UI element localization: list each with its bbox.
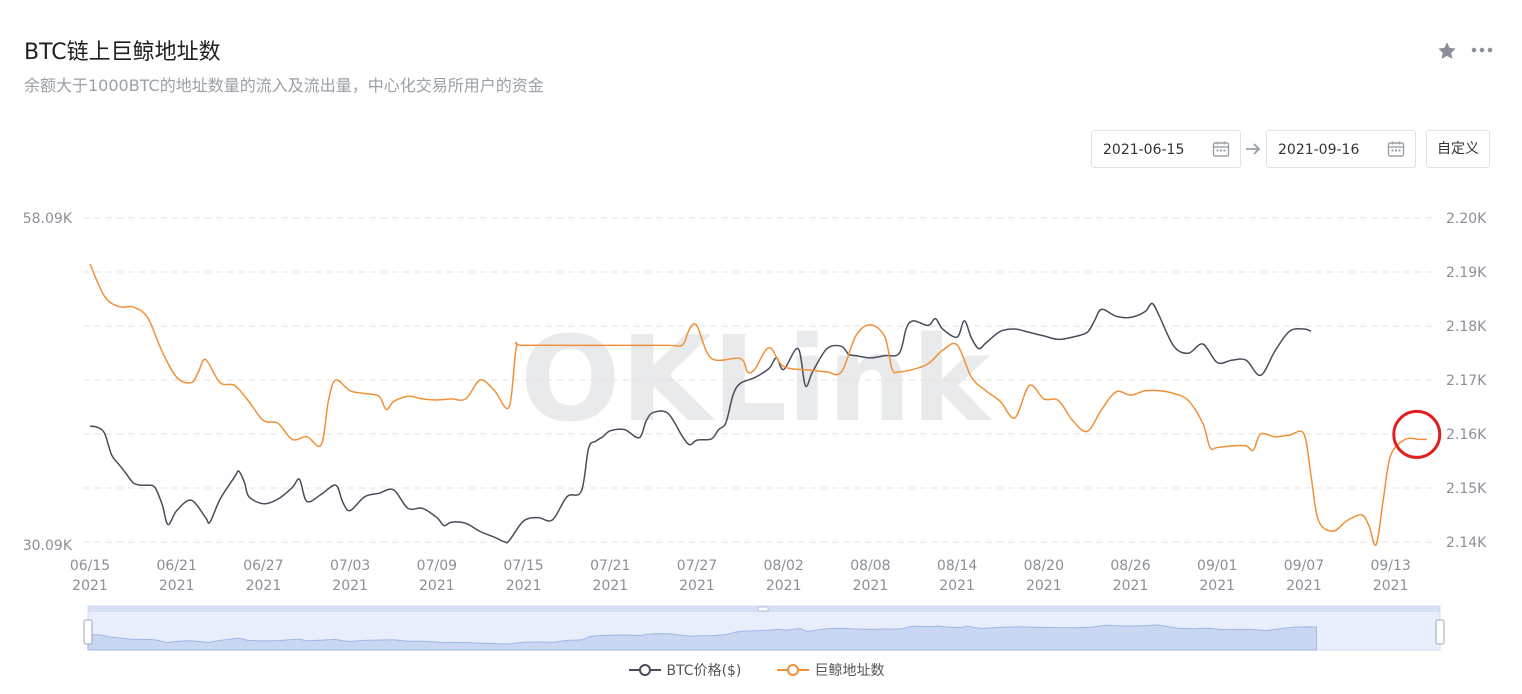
x-tick-label: 07/09 (417, 558, 457, 574)
x-tick-label: 08/08 (850, 558, 890, 574)
x-tick-year: 2021 (246, 578, 282, 594)
legend-btc-marker (629, 664, 661, 676)
calendar-icon (1387, 141, 1405, 157)
x-tick-label: 06/27 (243, 558, 283, 574)
x-tick-year: 2021 (1286, 578, 1322, 594)
x-tick-label: 07/15 (503, 558, 543, 574)
x-tick-year: 2021 (592, 578, 628, 594)
y-left-min-label: 30.09K (23, 538, 73, 554)
x-tick-year: 2021 (72, 578, 108, 594)
y-right-tick-label: 2.20K (1446, 211, 1487, 227)
slider-preview-area (87, 624, 1317, 651)
legend-item-btc[interactable]: BTC价格($) (628, 660, 741, 680)
legend-whale-label: 巨鲸地址数 (814, 663, 885, 679)
end-date-value: 2021-09-16 (1278, 142, 1360, 158)
page-title: BTC链上巨鲸地址数 (24, 40, 221, 65)
x-tick-year: 2021 (332, 578, 368, 594)
x-tick-year: 2021 (159, 578, 195, 594)
custom-range-button[interactable]: 自定义 (1426, 130, 1490, 168)
whale-address-series-line (89, 263, 1427, 547)
x-tick-year: 2021 (1113, 578, 1149, 594)
x-tick-year: 2021 (419, 578, 455, 594)
slider-drag-grip[interactable] (757, 606, 769, 612)
start-date-value: 2021-06-15 (1103, 142, 1185, 158)
x-tick-label: 09/07 (1284, 558, 1324, 574)
more-icon[interactable] (1470, 40, 1494, 60)
end-date-input[interactable]: 2021-09-16 (1266, 130, 1416, 168)
calendar-icon (1212, 141, 1230, 157)
watermark: OKLink (520, 310, 992, 448)
x-tick-year: 2021 (679, 578, 715, 594)
legend-btc-label: BTC价格($) (666, 663, 742, 679)
y-left-max-label: 58.09K (23, 211, 73, 227)
x-tick-year: 2021 (1026, 578, 1062, 594)
legend-item-whale[interactable]: 巨鲸地址数 (776, 660, 884, 680)
x-tick-label: 07/21 (590, 558, 630, 574)
btc-price-series-line (89, 302, 1312, 544)
x-tick-year: 2021 (1373, 578, 1409, 594)
y-right-tick-label: 2.17K (1446, 373, 1487, 389)
y-right-tick-label: 2.16K (1446, 427, 1487, 443)
x-tick-year: 2021 (766, 578, 802, 594)
y-right-tick-label: 2.18K (1446, 319, 1487, 335)
x-tick-year: 2021 (853, 578, 889, 594)
x-tick-label: 08/26 (1110, 558, 1150, 574)
x-tick-label: 07/03 (330, 558, 370, 574)
x-tick-label: 06/21 (157, 558, 197, 574)
zoom-slider[interactable] (83, 605, 1445, 651)
x-tick-year: 2021 (1199, 578, 1235, 594)
x-tick-year: 2021 (939, 578, 975, 594)
x-tick-label: 09/01 (1197, 558, 1237, 574)
x-tick-label: 09/13 (1370, 558, 1410, 574)
y-right-tick-label: 2.19K (1446, 265, 1487, 281)
slider-left-handle[interactable] (83, 619, 93, 645)
x-tick-label: 06/15 (70, 558, 110, 574)
x-tick-label: 08/02 (763, 558, 803, 574)
x-tick-label: 08/14 (937, 558, 977, 574)
x-tick-label: 07/27 (677, 558, 717, 574)
arrow-right-icon (1246, 143, 1261, 155)
y-right-tick-label: 2.15K (1446, 481, 1487, 497)
highlight-circle (1392, 409, 1442, 459)
star-icon[interactable] (1436, 40, 1458, 62)
x-tick-year: 2021 (506, 578, 542, 594)
slider-right-handle[interactable] (1435, 619, 1445, 645)
y-right-tick-label: 2.14K (1446, 535, 1487, 551)
x-tick-label: 08/20 (1024, 558, 1064, 574)
page-subtitle: 余额大于1000BTC的地址数量的流入及流出量，中心化交易所用户的资金 (24, 76, 544, 95)
legend-whale-marker (777, 664, 809, 676)
start-date-input[interactable]: 2021-06-15 (1091, 130, 1241, 168)
